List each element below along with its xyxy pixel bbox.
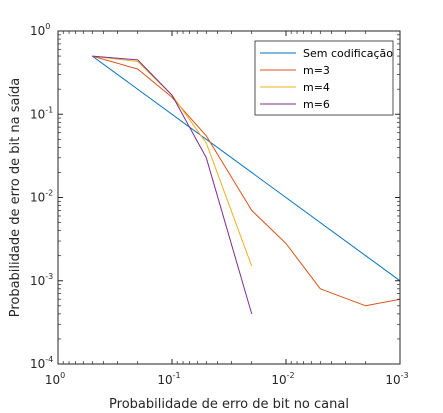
series-line-1: [92, 55, 401, 307]
legend-label-3: m=6: [303, 98, 330, 111]
y-tick-label: 10-4: [30, 355, 53, 371]
y-tick-label: 100: [30, 22, 50, 38]
x-tick-label: 10-1: [157, 371, 180, 387]
legend: Sem codificação m=3 m=4 m=6: [254, 40, 394, 116]
series-layer: [92, 55, 401, 315]
y-tick-label: 10-1: [30, 105, 53, 121]
y-axis-label: Probabilidade de erro de bit na saída: [8, 78, 23, 318]
series-line-0: [92, 55, 401, 282]
y-tick-label: 10-3: [30, 272, 53, 288]
series-line-3: [92, 55, 253, 315]
legend-label-2: m=4: [303, 81, 330, 94]
x-tick-label: 10-2: [271, 371, 294, 387]
plot-frame: [57, 30, 401, 365]
legend-label-0: Sem codificação: [303, 47, 393, 60]
y-tick-label: 10-2: [30, 189, 53, 205]
ticks-layer: 100 10-1 10-2 10-3 100 10-1 10-2 10-3 10-4: [30, 22, 409, 387]
x-tick-label: 100: [45, 371, 65, 387]
x-tick-label: 10-3: [385, 371, 408, 387]
x-axis-label: Probabilidade de erro de bit no canal: [109, 397, 349, 412]
legend-label-1: m=3: [303, 64, 330, 77]
